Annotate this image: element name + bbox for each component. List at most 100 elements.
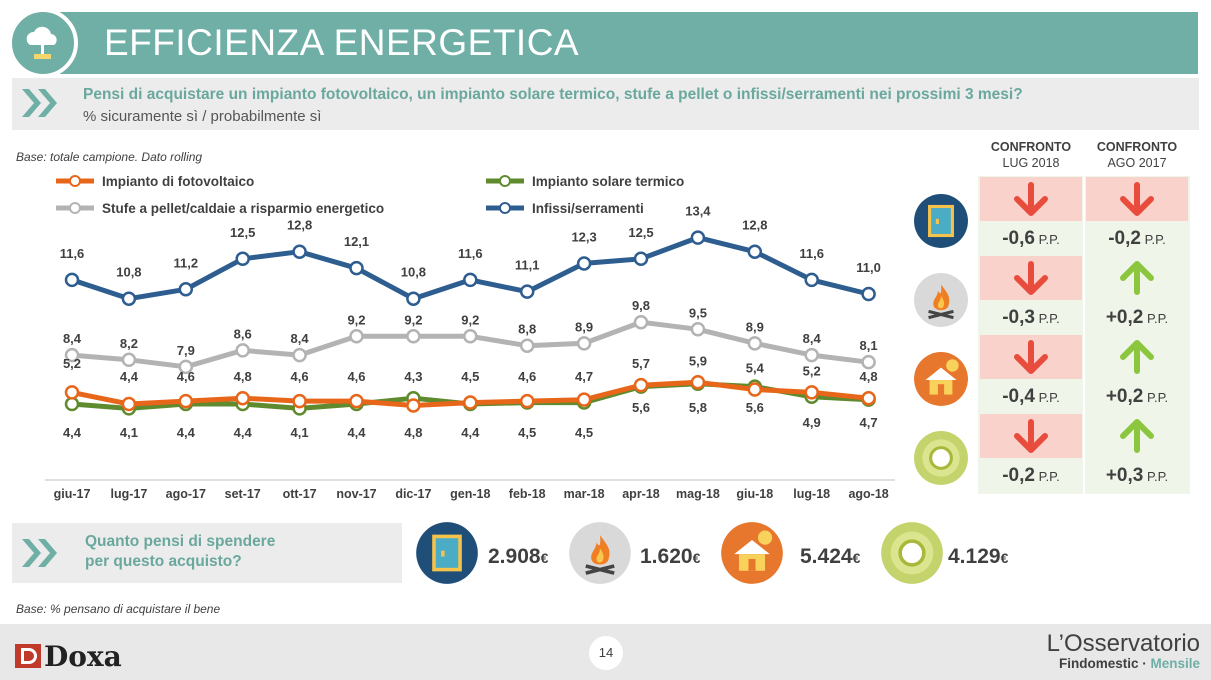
data-point [519,338,535,353]
data-point [292,393,307,409]
spend-bar [12,523,402,583]
question-text: Pensi di acquistare un impianto fotovolt… [83,86,1023,103]
arrow-up-icon [1120,419,1154,453]
trend-cell [980,414,1082,458]
legend-label: Impianto di fotovoltaico [102,174,254,189]
legend-item: Infissi/serramenti [486,201,644,216]
data-label: 10,8 [401,265,426,280]
sun-panel-icon [880,521,944,585]
data-label: 5,7 [632,356,650,371]
data-label: 11,2 [174,255,199,270]
data-point [64,396,80,412]
x-tick-label: gen-18 [450,487,490,501]
spend-value: 5.424€ [800,545,861,568]
data-point [349,329,364,344]
window-icon [415,521,479,585]
data-label: 4,6 [347,369,365,384]
data-label: 11,6 [60,246,85,261]
data-point [861,286,876,302]
x-tick-label: dic-17 [395,487,431,501]
delta-value: +0,2 P.P. [1086,301,1188,334]
data-label: 4,6 [518,369,536,384]
data-label: 4,6 [291,369,309,384]
data-label: 4,4 [63,425,82,440]
data-point [747,244,763,259]
arrow-down-icon [1014,182,1048,216]
x-tick-label: ago-18 [848,487,888,501]
data-point [349,260,364,276]
x-tick-label: giu-18 [736,487,773,501]
trend-cell [980,256,1082,300]
data-label: 12,3 [571,229,596,244]
data-point [576,256,592,271]
data-label: 4,4 [347,425,366,440]
legend-item: Impianto di fotovoltaico [56,174,254,189]
data-label: 4,8 [860,369,878,384]
data-point [406,291,421,306]
data-point [121,396,137,412]
data-point [64,385,80,400]
data-point [690,322,706,337]
data-label: 4,7 [575,369,593,384]
column-divider [1083,176,1085,494]
data-point [64,347,80,363]
data-label: 8,4 [291,331,310,346]
arrow-down-icon [1014,340,1048,374]
data-label: 8,9 [746,319,764,334]
delta-value: +0,3 P.P. [1086,459,1188,492]
data-label: 9,2 [404,312,422,327]
legend-item: Impianto solare termico [486,174,684,189]
x-tick-label: lug-18 [793,487,830,501]
data-label: 10,8 [116,265,141,280]
data-point [633,377,649,393]
trend-cell [980,335,1082,379]
data-point [64,272,80,288]
data-label: 5,8 [689,400,707,415]
x-tick-label: lug-17 [110,487,147,501]
legend-label: Infissi/serramenti [532,201,644,216]
brand-title: L’Osservatorio [1046,630,1200,657]
data-point [178,359,194,375]
trend-cell [980,177,1082,221]
data-label: 12,5 [230,225,255,240]
data-label: 12,8 [287,218,312,233]
house-sun-icon [720,521,784,585]
data-label: 11,6 [799,246,824,261]
data-point [178,393,194,409]
data-point [861,390,876,406]
title-bar [60,12,1198,74]
data-label: 4,4 [177,425,196,440]
data-label: 4,4 [120,369,139,384]
data-label: 4,5 [461,369,479,384]
data-label: 8,8 [518,322,536,337]
data-point [235,390,250,406]
data-label: 5,9 [689,353,707,368]
data-label: 4,8 [404,425,422,440]
data-label: 12,5 [628,225,653,240]
data-point [349,393,364,409]
data-label: 9,2 [347,312,365,327]
data-point [519,284,535,299]
data-label: 8,2 [120,336,138,351]
trend-cell [1086,256,1188,300]
house-sun-icon [913,351,969,407]
base-note-2: Base: % pensano di acquistare il bene [16,602,221,616]
data-label: 4,3 [404,369,422,384]
trend-cell [1086,414,1188,458]
data-point [861,354,876,370]
data-label: 4,1 [120,425,138,440]
data-point [804,272,819,288]
data-label: 9,5 [689,305,707,320]
compare-header-2: CONFRONTO AGO 2017 [1096,140,1178,170]
data-label: 4,4 [461,425,480,440]
question-bar [12,78,1199,130]
data-label: 4,9 [803,415,821,430]
delta-value: -0,3 P.P. [980,301,1082,334]
data-label: 4,8 [234,369,252,384]
data-point [633,251,649,266]
data-point [121,291,137,306]
data-point [178,282,194,297]
delta-value: -0,2 P.P. [980,459,1082,492]
cloud-sun-icon [8,8,78,78]
data-label: 8,4 [803,331,822,346]
